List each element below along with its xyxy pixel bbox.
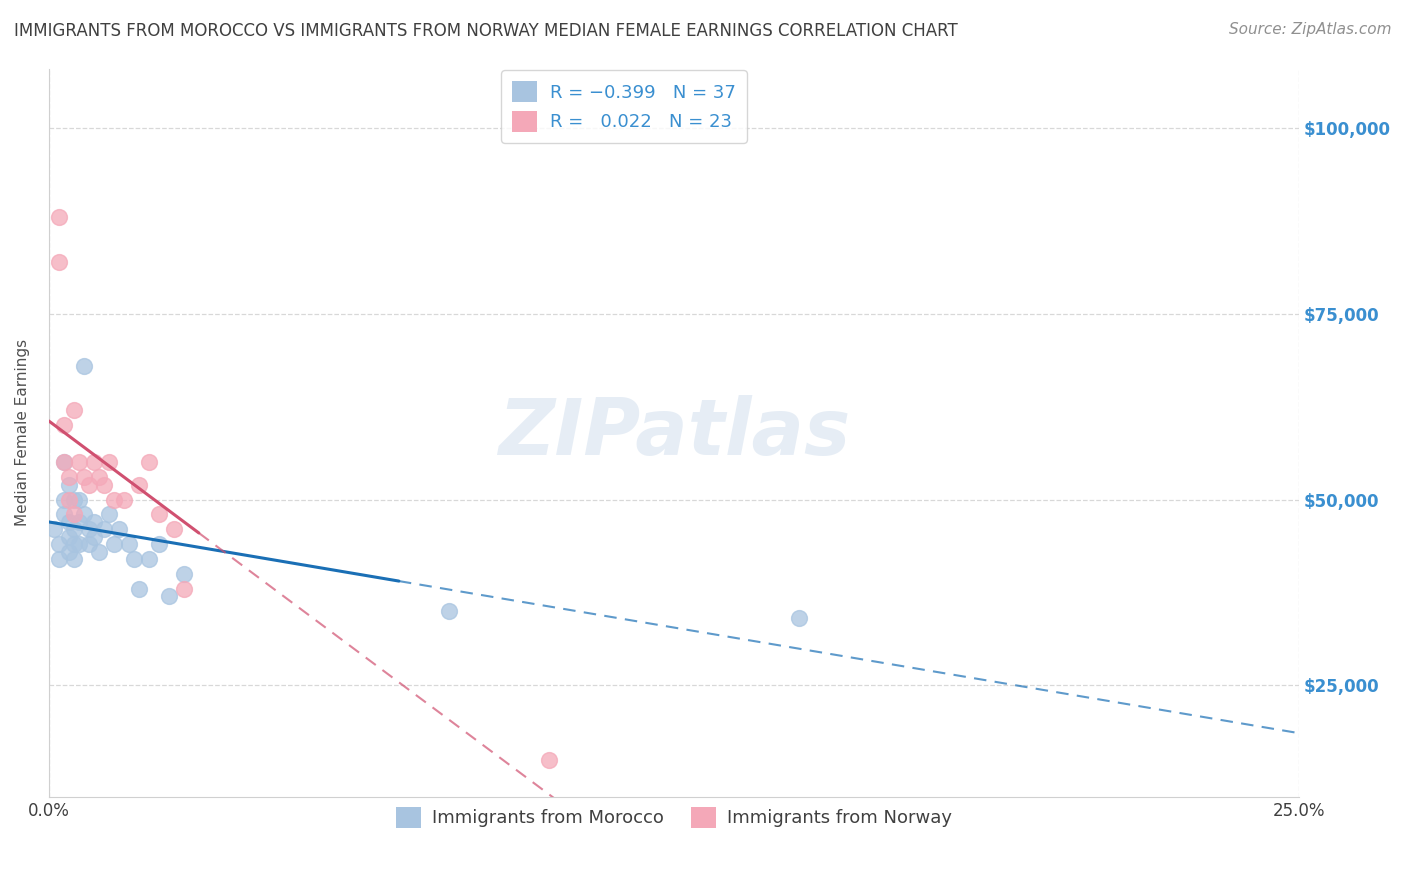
Point — [787, 611, 810, 625]
Y-axis label: Median Female Earnings: Median Female Earnings — [15, 339, 30, 526]
Point — [67, 455, 90, 469]
Point — [62, 492, 84, 507]
Point — [138, 552, 160, 566]
Point — [83, 455, 105, 469]
Point — [148, 537, 170, 551]
Point — [163, 522, 186, 536]
Point — [62, 552, 84, 566]
Point — [107, 522, 129, 536]
Point — [148, 508, 170, 522]
Point — [58, 515, 80, 529]
Point — [73, 508, 96, 522]
Point — [67, 537, 90, 551]
Point — [437, 604, 460, 618]
Point — [122, 552, 145, 566]
Point — [58, 544, 80, 558]
Text: Source: ZipAtlas.com: Source: ZipAtlas.com — [1229, 22, 1392, 37]
Point — [157, 589, 180, 603]
Point — [58, 530, 80, 544]
Point — [93, 522, 115, 536]
Point — [67, 515, 90, 529]
Point — [77, 537, 100, 551]
Point — [62, 522, 84, 536]
Point — [112, 492, 135, 507]
Point — [93, 477, 115, 491]
Point — [128, 477, 150, 491]
Point — [62, 403, 84, 417]
Point — [173, 582, 195, 596]
Point — [87, 544, 110, 558]
Point — [173, 566, 195, 581]
Point — [83, 515, 105, 529]
Point — [83, 530, 105, 544]
Point — [103, 537, 125, 551]
Point — [103, 492, 125, 507]
Point — [73, 470, 96, 484]
Point — [128, 582, 150, 596]
Point — [48, 210, 70, 224]
Point — [48, 254, 70, 268]
Text: IMMIGRANTS FROM MOROCCO VS IMMIGRANTS FROM NORWAY MEDIAN FEMALE EARNINGS CORRELA: IMMIGRANTS FROM MOROCCO VS IMMIGRANTS FR… — [14, 22, 957, 40]
Point — [138, 455, 160, 469]
Point — [52, 492, 75, 507]
Point — [42, 522, 65, 536]
Point — [67, 492, 90, 507]
Point — [58, 470, 80, 484]
Point — [48, 537, 70, 551]
Point — [77, 477, 100, 491]
Point — [52, 455, 75, 469]
Point — [62, 537, 84, 551]
Point — [77, 522, 100, 536]
Point — [52, 418, 75, 433]
Point — [48, 552, 70, 566]
Point — [97, 455, 120, 469]
Point — [52, 455, 75, 469]
Point — [58, 477, 80, 491]
Point — [118, 537, 141, 551]
Point — [73, 359, 96, 373]
Point — [537, 753, 560, 767]
Point — [87, 470, 110, 484]
Point — [97, 508, 120, 522]
Text: ZIPatlas: ZIPatlas — [498, 394, 851, 471]
Point — [52, 508, 75, 522]
Legend: Immigrants from Morocco, Immigrants from Norway: Immigrants from Morocco, Immigrants from… — [388, 800, 959, 835]
Point — [58, 492, 80, 507]
Point — [62, 508, 84, 522]
